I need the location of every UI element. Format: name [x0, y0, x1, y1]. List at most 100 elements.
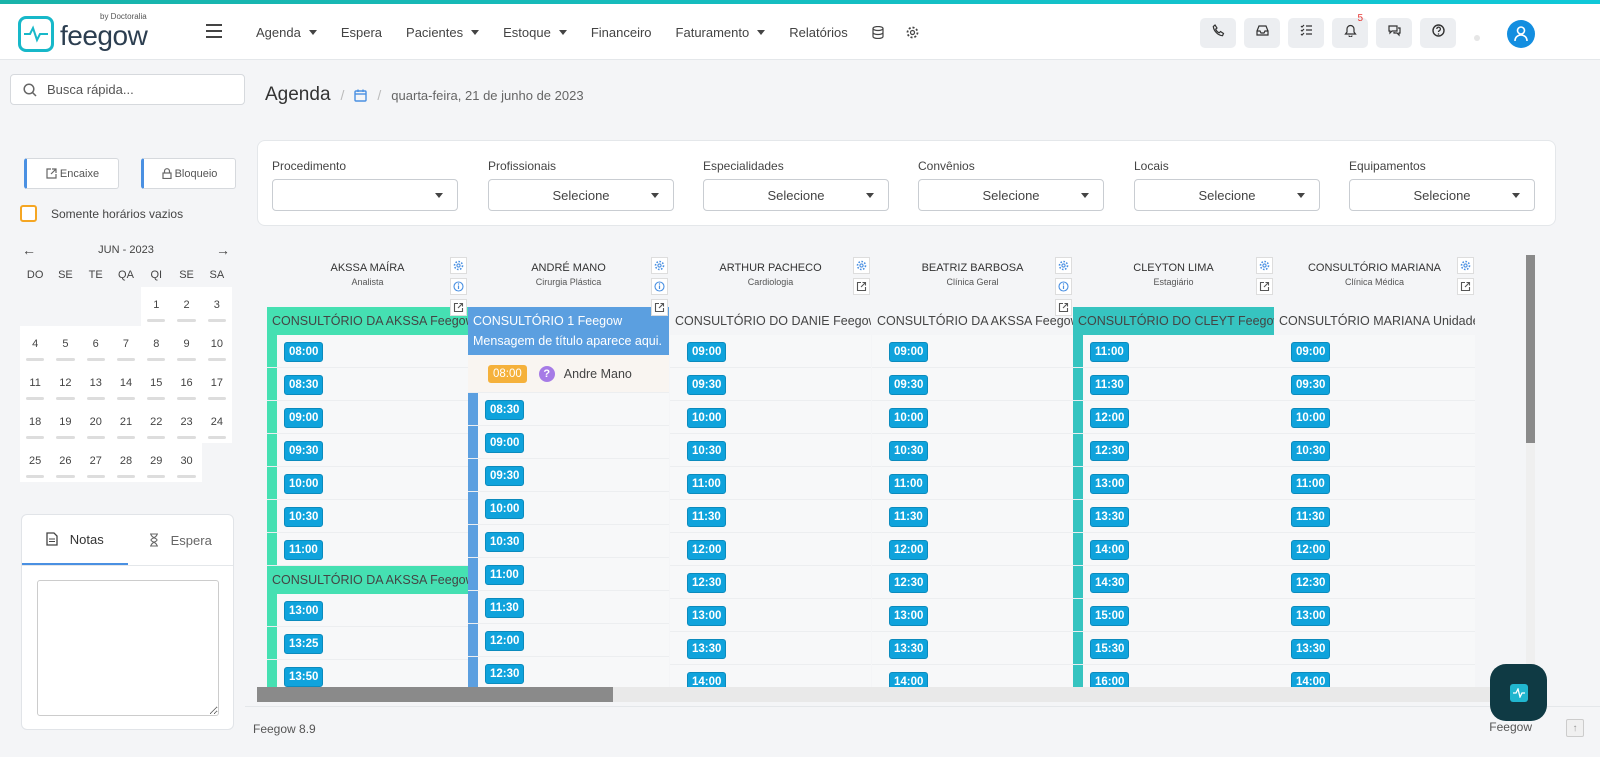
external-link-icon[interactable]: [853, 278, 870, 295]
time-slot-button[interactable]: 09:30: [284, 441, 324, 461]
time-slot-button[interactable]: 10:30: [687, 441, 727, 461]
time-slot[interactable]: 13:25: [267, 627, 468, 660]
time-slot[interactable]: 12:30: [872, 566, 1073, 599]
professional-name[interactable]: AKSSA MAÍRA: [330, 262, 405, 274]
time-slot-button[interactable]: 10:30: [485, 532, 525, 552]
gear-icon[interactable]: [1457, 257, 1474, 274]
time-slot[interactable]: 08:00: [267, 335, 468, 368]
filter-select[interactable]: Selecione: [918, 179, 1104, 211]
time-slot-button[interactable]: 13:00: [1291, 606, 1331, 626]
time-slot[interactable]: 11:00: [267, 533, 468, 566]
nav-item-faturamento[interactable]: Faturamento: [676, 25, 766, 40]
info-icon[interactable]: [450, 278, 467, 295]
external-link-icon[interactable]: [651, 299, 668, 316]
time-slot[interactable]: 11:30: [468, 591, 669, 624]
time-slot[interactable]: 09:30: [267, 434, 468, 467]
location-header[interactable]: CONSULTÓRIO DO DANIE Feegow: [675, 314, 871, 328]
appointment-time[interactable]: 08:00: [488, 364, 527, 383]
info-icon[interactable]: [651, 278, 668, 295]
inbox-button[interactable]: [1244, 18, 1280, 48]
vertical-scroll-thumb[interactable]: [1526, 255, 1535, 443]
time-slot-button[interactable]: 08:30: [284, 375, 324, 395]
empty-slots-checkbox[interactable]: [20, 205, 37, 222]
location-header[interactable]: CONSULTÓRIO DA AKSSA Feegow: [267, 566, 468, 594]
tab-espera[interactable]: Espera: [128, 515, 234, 565]
calendar-day[interactable]: 17: [201, 365, 232, 404]
time-slot-button[interactable]: 13:00: [284, 601, 324, 621]
calendar-day[interactable]: 22: [141, 404, 172, 443]
time-slot[interactable]: 13:30: [1073, 500, 1274, 533]
encaixe-button[interactable]: Encaixe: [24, 158, 119, 189]
time-slot-button[interactable]: 10:30: [1291, 441, 1331, 461]
calendar-day[interactable]: 10: [201, 326, 232, 365]
prev-month-icon[interactable]: ←: [22, 242, 36, 258]
external-link-icon[interactable]: [450, 299, 467, 316]
calendar-icon[interactable]: [354, 89, 368, 102]
nav-item-pacientes[interactable]: Pacientes: [406, 25, 480, 40]
time-slot[interactable]: 15:30: [1073, 632, 1274, 665]
time-slot[interactable]: 16:00: [1073, 665, 1274, 687]
time-slot[interactable]: 14:00: [1073, 533, 1274, 566]
time-slot[interactable]: 14:00: [1274, 665, 1475, 687]
time-slot-button[interactable]: 13:30: [889, 639, 929, 659]
location-header[interactable]: CONSULTÓRIO DA AKSSA Feegow: [877, 314, 1073, 328]
time-slot[interactable]: 11:00: [872, 467, 1073, 500]
tab-notas[interactable]: Notas: [22, 515, 128, 565]
time-slot-button[interactable]: 11:30: [1090, 375, 1129, 395]
time-slot-button[interactable]: 11:00: [1090, 342, 1129, 362]
time-slot-button[interactable]: 13:30: [1291, 639, 1331, 659]
time-slot-button[interactable]: 10:30: [889, 441, 929, 461]
time-slot[interactable]: 10:00: [872, 401, 1073, 434]
calendar-day[interactable]: 21: [110, 404, 142, 443]
support-chat-button[interactable]: [1490, 664, 1547, 721]
filter-select[interactable]: Selecione: [1134, 179, 1320, 211]
time-slot[interactable]: 09:30: [872, 368, 1073, 401]
time-slot[interactable]: 13:00: [872, 599, 1073, 632]
time-slot[interactable]: 10:00: [267, 467, 468, 500]
time-slot-button[interactable]: 15:00: [1090, 606, 1130, 626]
gear-icon[interactable]: [450, 257, 467, 274]
time-slot-button[interactable]: 13:25: [284, 634, 324, 654]
time-slot[interactable]: 13:00: [1073, 467, 1274, 500]
location-header[interactable]: CONSULTÓRIO 1 Feegow Mensagem de título …: [468, 307, 669, 355]
time-slot[interactable]: 12:30: [670, 566, 871, 599]
time-slot-button[interactable]: 11:00: [284, 540, 323, 560]
professional-name[interactable]: CONSULTÓRIO MARIANA: [1307, 262, 1442, 274]
time-slot[interactable]: 13:00: [1274, 599, 1475, 632]
time-slot-button[interactable]: 09:30: [889, 375, 929, 395]
time-slot-button[interactable]: 08:30: [485, 400, 525, 420]
time-slot-button[interactable]: 09:30: [485, 466, 525, 486]
vertical-scrollbar[interactable]: [1526, 255, 1535, 687]
time-slot[interactable]: 10:30: [670, 434, 871, 467]
bloqueio-button[interactable]: Bloqueio: [141, 158, 236, 189]
time-slot-button[interactable]: 12:30: [889, 573, 929, 593]
time-slot[interactable]: 13:00: [670, 599, 871, 632]
time-slot-button[interactable]: 11:00: [687, 474, 726, 494]
time-slot[interactable]: 12:30: [1274, 566, 1475, 599]
time-slot-button[interactable]: 09:00: [485, 433, 525, 453]
time-slot-button[interactable]: 13:00: [889, 606, 929, 626]
calendar-day[interactable]: 6: [80, 326, 111, 365]
time-slot[interactable]: 10:00: [468, 492, 669, 525]
time-slot[interactable]: 09:00: [468, 426, 669, 459]
time-slot[interactable]: 15:00: [1073, 599, 1274, 632]
external-link-icon[interactable]: [1256, 278, 1273, 295]
quick-search[interactable]: [10, 74, 245, 105]
time-slot[interactable]: 09:00: [872, 335, 1073, 368]
external-link-icon[interactable]: [1457, 278, 1474, 295]
time-slot[interactable]: 12:00: [1073, 401, 1274, 434]
time-slot-button[interactable]: 12:00: [687, 540, 727, 560]
time-slot-button[interactable]: 12:00: [1291, 540, 1331, 560]
help-button[interactable]: [1420, 18, 1456, 48]
phone-button[interactable]: [1200, 18, 1236, 48]
filter-select[interactable]: Selecione: [703, 179, 889, 211]
calendar-day[interactable]: 25: [20, 443, 51, 482]
calendar-day[interactable]: 7: [110, 326, 142, 365]
time-slot[interactable]: 14:00: [670, 665, 871, 687]
time-slot-button[interactable]: 11:00: [485, 565, 524, 585]
nav-item-financeiro[interactable]: Financeiro: [591, 25, 652, 40]
nav-item-relatrios[interactable]: Relatórios: [789, 25, 848, 40]
time-slot[interactable]: 13:50: [267, 660, 468, 687]
time-slot[interactable]: 14:00: [872, 665, 1073, 687]
time-slot-button[interactable]: 10:00: [284, 474, 324, 494]
